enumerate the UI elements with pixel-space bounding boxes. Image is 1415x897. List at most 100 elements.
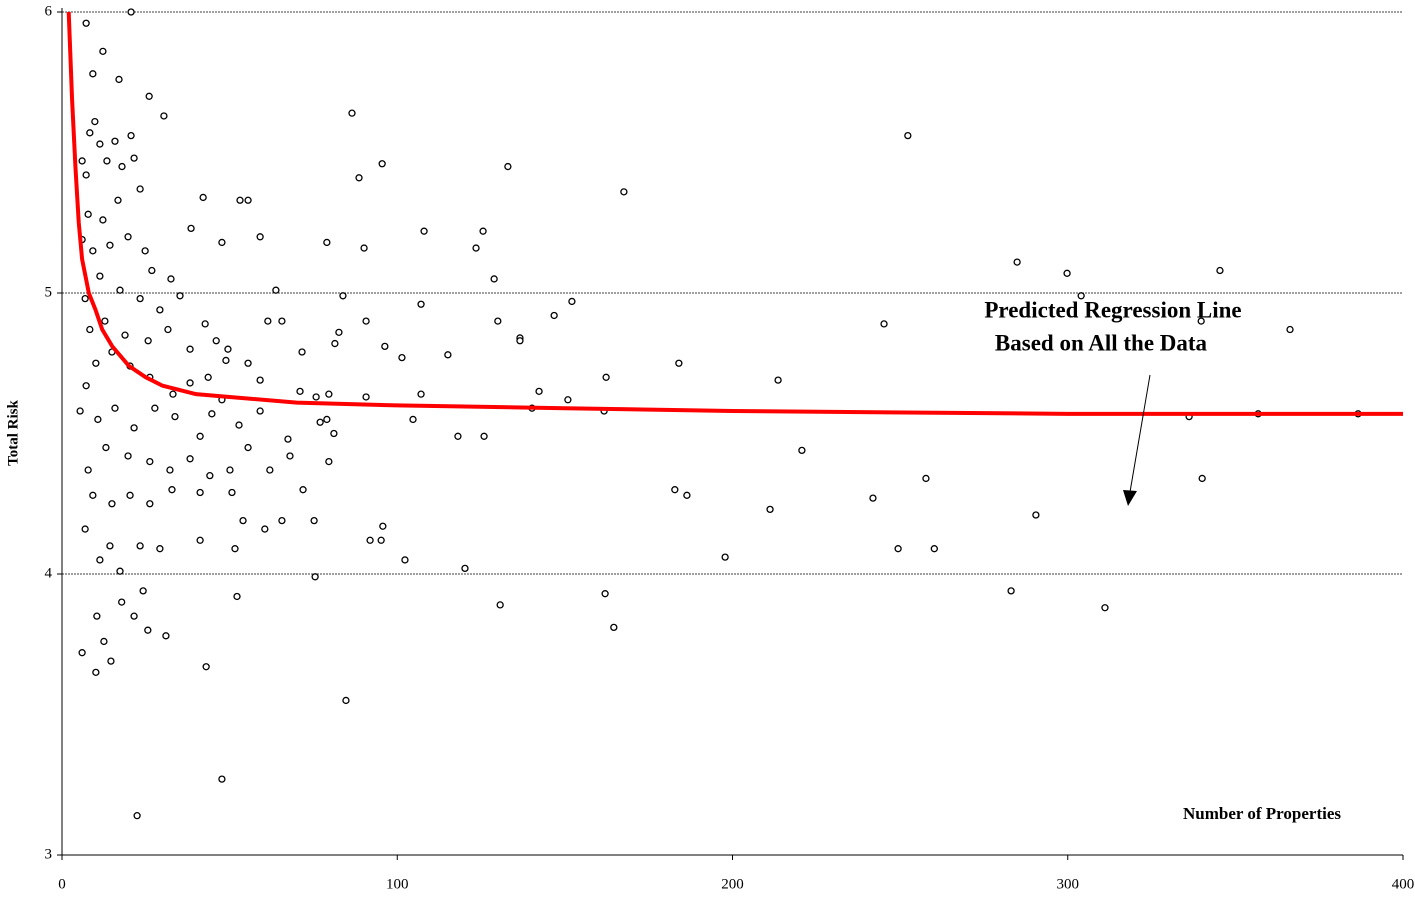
data-point: [401, 556, 409, 564]
data-point: [186, 345, 194, 353]
data-point: [187, 224, 195, 233]
data-point: [96, 140, 104, 148]
data-point: [272, 286, 280, 294]
data-point: [136, 542, 144, 550]
data-point: [82, 382, 90, 390]
data-point: [312, 393, 320, 401]
data-point: [1007, 587, 1015, 595]
data-point: [256, 407, 264, 415]
data-point: [204, 373, 212, 381]
data-point: [106, 542, 114, 550]
data-point: [228, 488, 236, 497]
x-tick-label: 200: [721, 876, 744, 892]
data-point: [218, 238, 226, 247]
data-point: [610, 623, 618, 632]
data-point: [381, 342, 389, 351]
data-point: [342, 696, 350, 705]
data-point: [91, 117, 99, 126]
data-point: [930, 545, 938, 553]
data-point: [126, 491, 134, 499]
data-point: [78, 157, 86, 165]
x-axis-label: Number of Properties: [1183, 804, 1341, 823]
data-point: [496, 601, 504, 609]
data-point: [360, 244, 368, 252]
data-point: [231, 545, 239, 553]
data-point: [417, 300, 425, 308]
data-point: [311, 573, 319, 581]
data-point: [568, 297, 576, 306]
data-point: [671, 486, 679, 494]
data-point: [89, 70, 97, 78]
data-point: [118, 162, 126, 171]
data-point: [348, 109, 356, 117]
data-point: [377, 536, 385, 544]
data-point: [266, 466, 274, 474]
data-point: [244, 196, 252, 204]
data-point: [774, 376, 782, 384]
data-point: [284, 435, 292, 443]
data-point: [148, 266, 156, 275]
data-point: [1216, 266, 1224, 275]
data-point: [115, 75, 123, 84]
annotation: Predicted Regression Line: [984, 297, 1241, 322]
data-point: [766, 505, 774, 514]
data-point: [127, 131, 135, 140]
data-point: [199, 193, 207, 202]
data-point: [111, 137, 119, 145]
data-point: [78, 649, 86, 657]
data-point: [171, 412, 179, 421]
data-point: [798, 446, 806, 455]
data-point: [601, 590, 609, 598]
y-axis-label: Total Risk: [5, 399, 21, 465]
data-point: [144, 337, 152, 345]
data-point: [212, 337, 220, 345]
data-point: [472, 244, 480, 252]
data-point: [111, 404, 119, 412]
data-point: [160, 112, 168, 120]
data-point: [139, 587, 147, 595]
data-point: [130, 154, 138, 162]
data-point: [166, 466, 174, 474]
annotation: Based on All the Data: [995, 330, 1208, 355]
data-point: [1013, 258, 1021, 266]
arrow-shaft: [1129, 374, 1151, 493]
data-point: [278, 317, 286, 325]
data-point: [490, 275, 498, 283]
data-point: [133, 812, 141, 820]
data-point: [244, 359, 252, 367]
data-point: [130, 424, 138, 432]
data-point: [299, 486, 307, 494]
data-point: [101, 317, 109, 325]
data-point: [504, 162, 512, 171]
data-point: [222, 356, 230, 365]
data-point: [144, 626, 152, 634]
data-point: [244, 443, 252, 452]
data-point: [84, 466, 92, 474]
data-point: [130, 612, 138, 620]
data-point: [124, 233, 132, 241]
data-point: [256, 376, 264, 384]
data-point: [156, 545, 164, 553]
data-point: [233, 592, 241, 601]
data-point: [675, 359, 683, 367]
data-point: [602, 373, 610, 381]
data-point: [310, 516, 318, 525]
data-point: [162, 632, 170, 640]
data-point: [202, 663, 210, 671]
data-point: [127, 8, 135, 16]
data-point: [1197, 317, 1205, 325]
data-point: [239, 516, 247, 525]
data-point: [89, 247, 97, 255]
data-point: [1101, 604, 1109, 612]
data-point: [494, 317, 502, 325]
data-point: [620, 188, 628, 196]
data-point: [362, 393, 370, 401]
data-point: [121, 331, 129, 339]
data-point: [94, 415, 102, 424]
data-point: [99, 216, 107, 224]
data-point: [208, 410, 216, 418]
data-point: [330, 429, 338, 438]
data-point: [366, 536, 374, 544]
data-point: [196, 536, 204, 544]
